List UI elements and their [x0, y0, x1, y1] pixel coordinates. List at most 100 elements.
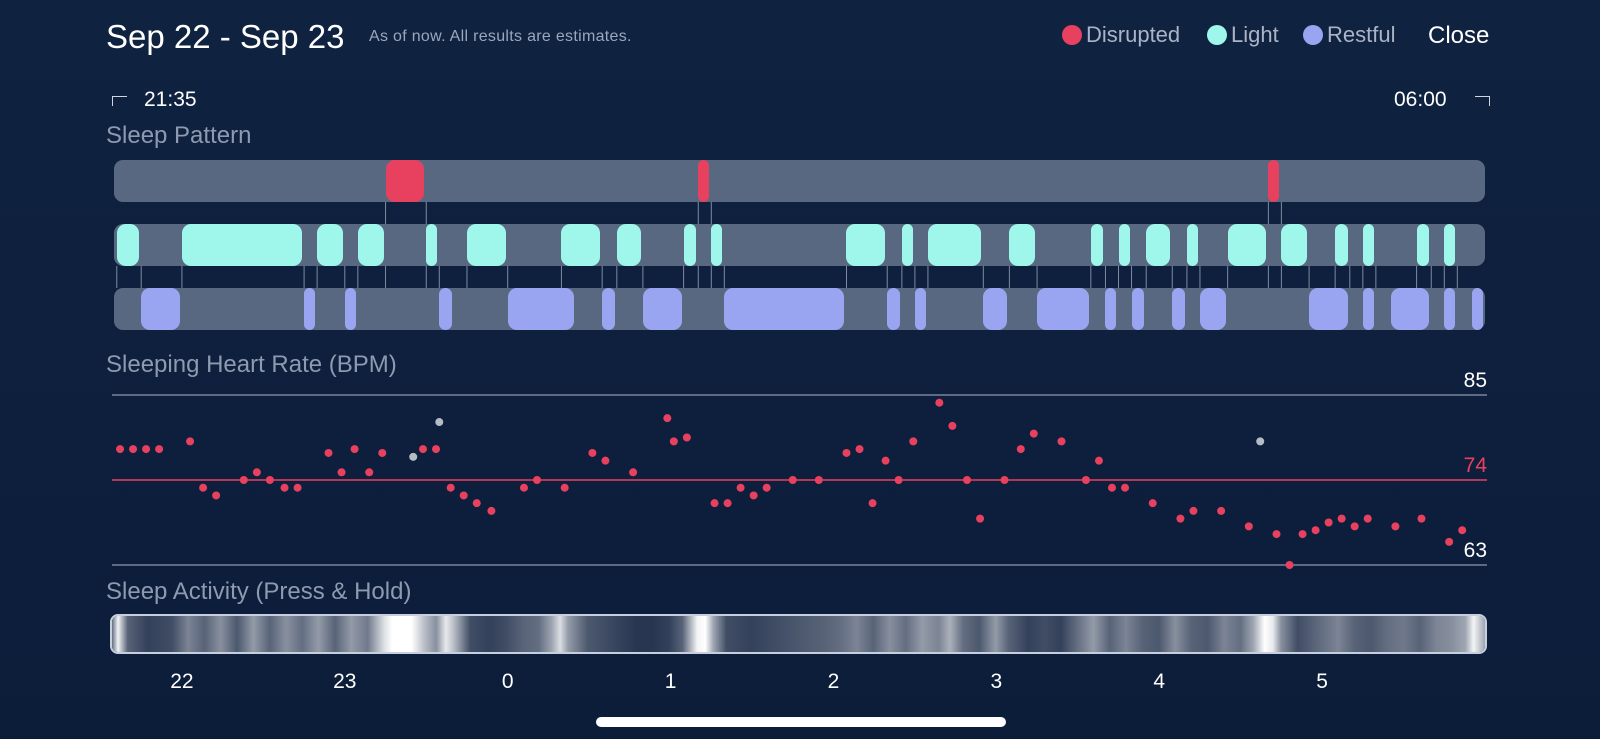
sleep-pattern-title: Sleep Pattern [106, 122, 252, 149]
hr-point [1176, 514, 1185, 523]
light-dot-icon [1207, 25, 1227, 45]
sleep-activity-bar[interactable] [110, 614, 1487, 654]
restful-segment [1037, 288, 1089, 330]
restful-segment [1172, 288, 1185, 330]
hr-point [293, 483, 302, 492]
hr-point [601, 456, 610, 465]
disrupted-segment [1268, 160, 1280, 202]
light-segment [1186, 224, 1198, 266]
restful-segment [983, 288, 1008, 330]
restful-segment [1105, 288, 1117, 330]
restful-segment [724, 288, 845, 330]
light-segment [711, 224, 723, 266]
heart-rate-chart: 85 74 63 [112, 370, 1488, 569]
hr-point [446, 483, 455, 492]
hr-point [842, 448, 851, 457]
hr-point [1417, 514, 1426, 523]
hr-point [472, 499, 481, 508]
restful-segment [1390, 288, 1430, 330]
sleep-activity-heatmap [112, 616, 1485, 652]
hr-point [1272, 530, 1281, 539]
restful-segment [1131, 288, 1145, 330]
restful-segment [642, 288, 682, 330]
hr-value-label: 74 [1464, 454, 1488, 477]
hr-point [909, 437, 918, 446]
light-segment [561, 224, 601, 266]
hr-point [682, 433, 691, 442]
restful-track [114, 288, 1485, 330]
disrupted-dot-icon [1062, 25, 1082, 45]
restful-segment [1362, 288, 1374, 330]
hour-tick-label: 5 [1316, 670, 1328, 693]
restful-segment [887, 288, 900, 330]
hr-point [710, 499, 719, 508]
home-indicator[interactable] [596, 717, 1006, 727]
light-segment [1227, 224, 1267, 266]
hr-point [855, 445, 864, 454]
legend-label: Light [1231, 22, 1279, 47]
hr-point [663, 414, 672, 423]
restful-segment [507, 288, 575, 330]
hr-point [1094, 456, 1103, 465]
hr-point [519, 483, 528, 492]
hr-point [588, 448, 597, 457]
restful-segment [914, 288, 926, 330]
hr-point [350, 445, 359, 454]
hr-point [1016, 445, 1025, 454]
hr-point [142, 445, 151, 454]
restful-segment [344, 288, 356, 330]
restful-segment [1444, 288, 1456, 330]
restful-segment [304, 288, 316, 330]
hour-tick-label: 1 [664, 670, 677, 693]
end-time: 06:00 [1394, 88, 1447, 111]
light-track [114, 224, 1485, 266]
close-button[interactable]: Close [1428, 22, 1490, 49]
hr-point [1391, 522, 1400, 531]
sleep-activity-title: Sleep Activity (Press & Hold) [106, 578, 412, 605]
hour-tick-label: 0 [501, 670, 514, 693]
hr-point [337, 468, 346, 477]
hr-value-label: 63 [1464, 539, 1487, 562]
hr-point [1298, 530, 1307, 539]
hour-tick-label: 22 [170, 670, 194, 693]
range-start-bracket-icon [112, 96, 127, 106]
hr-point [935, 398, 944, 407]
light-segment [683, 224, 697, 266]
hr-point [948, 421, 957, 430]
hr-point [788, 476, 797, 484]
start-time: 21:35 [144, 88, 197, 111]
light-segment [1335, 224, 1348, 266]
hr-point [199, 483, 208, 492]
hr-point [1029, 429, 1038, 438]
hr-point [1000, 476, 1009, 484]
hr-point [186, 437, 195, 446]
light-segment [181, 224, 303, 266]
legend-light: Light [1207, 22, 1279, 48]
heart-rate-title: Sleeping Heart Rate (BPM) [106, 351, 397, 378]
hr-point [1148, 499, 1157, 508]
hr-point [212, 491, 221, 500]
restful-segment [602, 288, 615, 330]
hr-point [894, 476, 903, 484]
restful-dot-icon [1303, 25, 1323, 45]
hr-point [1081, 476, 1090, 484]
disrupted-segment [698, 160, 710, 202]
hr-point [265, 476, 274, 484]
light-segment [846, 224, 886, 266]
hr-point [239, 476, 248, 484]
light-segment [1118, 224, 1130, 266]
hr-point [324, 448, 333, 457]
light-segment [901, 224, 913, 266]
hr-point [533, 476, 542, 484]
hr-point [814, 476, 823, 484]
range-end-bracket-icon [1475, 96, 1490, 106]
restful-segment [1471, 288, 1483, 330]
light-segment [1090, 224, 1104, 266]
hr-point [963, 476, 972, 484]
restful-segment [439, 288, 452, 330]
disrupted-segment [385, 160, 425, 202]
light-segment [927, 224, 982, 266]
legend-disrupted: Disrupted [1062, 22, 1180, 48]
hr-point [1324, 518, 1333, 527]
hr-point [1458, 526, 1467, 535]
